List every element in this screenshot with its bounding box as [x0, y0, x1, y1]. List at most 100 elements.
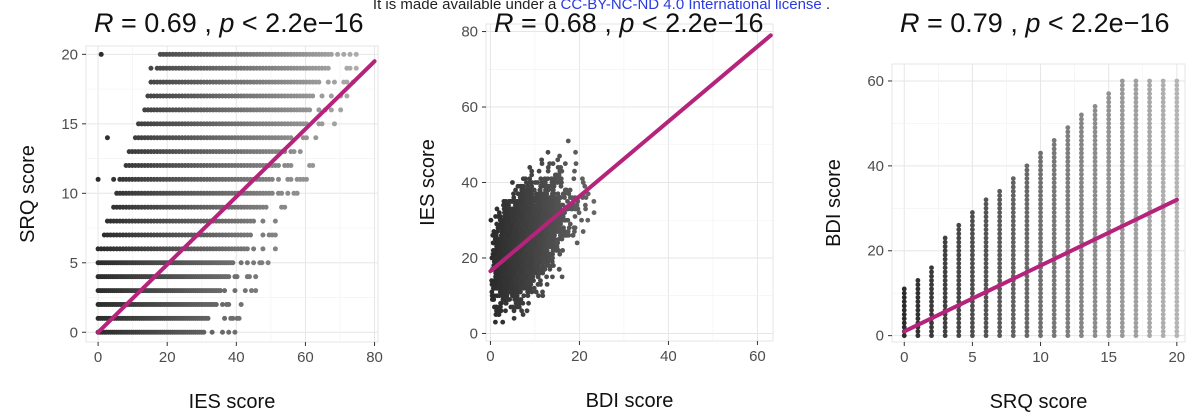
data-point — [1065, 299, 1071, 305]
data-point — [1174, 95, 1180, 101]
data-point — [489, 293, 495, 299]
data-point — [545, 240, 551, 246]
data-point — [983, 235, 989, 241]
license-link[interactable]: CC-BY-NC-ND 4.0 International license — [560, 0, 822, 13]
data-point — [1106, 265, 1112, 271]
data-point — [1010, 205, 1016, 211]
data-point — [535, 274, 541, 280]
data-point — [1119, 159, 1125, 165]
data-point — [1065, 295, 1071, 300]
data-point — [1106, 214, 1112, 220]
data-point — [1065, 163, 1071, 169]
data-point — [1106, 303, 1112, 309]
data-point — [1160, 218, 1166, 224]
data-point — [1133, 184, 1139, 190]
data-point — [567, 187, 573, 193]
data-point — [997, 235, 1003, 241]
data-point — [1092, 184, 1098, 190]
data-point — [1133, 256, 1139, 262]
data-point — [1024, 235, 1030, 241]
data-point — [1079, 188, 1084, 194]
data-point — [983, 303, 989, 309]
data-point — [983, 299, 989, 305]
data-point — [1160, 261, 1166, 266]
data-point — [493, 214, 499, 219]
data-point — [242, 288, 248, 294]
data-point — [1119, 265, 1125, 271]
data-point — [557, 153, 562, 159]
data-point — [915, 312, 921, 317]
data-point — [942, 290, 948, 296]
data-point — [552, 172, 558, 178]
data-point — [1065, 328, 1071, 334]
data-point — [288, 163, 294, 169]
data-point — [313, 135, 319, 141]
data-point — [510, 180, 515, 185]
scatter-points — [95, 51, 359, 335]
data-point — [1147, 256, 1152, 262]
x-axis-label: BDI score — [586, 390, 674, 412]
data-point — [942, 269, 948, 275]
data-point — [1119, 218, 1125, 224]
data-point — [970, 210, 975, 215]
data-point — [1106, 244, 1112, 249]
data-point — [1174, 108, 1180, 114]
data-point — [1106, 121, 1112, 126]
data-point — [1133, 201, 1139, 207]
data-point — [1092, 282, 1098, 288]
data-point — [341, 51, 347, 57]
data-point — [1106, 129, 1112, 135]
data-point — [1038, 197, 1043, 203]
x-tick-label: 40 — [228, 349, 245, 366]
data-point — [1051, 222, 1057, 228]
data-point — [1010, 222, 1016, 228]
data-point — [1038, 286, 1043, 292]
data-point — [580, 180, 586, 185]
data-point — [531, 285, 537, 291]
data-point — [1010, 235, 1016, 241]
data-point — [551, 191, 557, 197]
data-point — [1147, 104, 1152, 109]
data-point — [1065, 150, 1071, 156]
data-point — [1038, 227, 1043, 232]
data-point — [573, 206, 579, 212]
data-point — [1160, 78, 1166, 84]
data-point — [970, 222, 975, 228]
data-point — [1051, 184, 1057, 190]
data-point — [1051, 137, 1057, 143]
data-point — [527, 165, 533, 170]
data-point — [1119, 163, 1125, 169]
data-point — [956, 244, 962, 249]
data-point — [331, 79, 337, 85]
data-point — [1119, 171, 1125, 177]
data-point — [504, 281, 510, 287]
data-point — [1160, 290, 1166, 296]
data-point — [522, 281, 527, 287]
data-point — [983, 261, 989, 266]
data-point — [1147, 142, 1152, 148]
data-point — [1133, 146, 1139, 152]
data-point — [1079, 193, 1084, 198]
data-point — [1065, 235, 1071, 241]
data-point — [583, 206, 588, 212]
data-point — [1038, 154, 1043, 160]
data-point — [494, 221, 500, 227]
data-point — [1147, 295, 1152, 300]
data-point — [1119, 133, 1125, 139]
data-point — [1160, 184, 1166, 190]
data-point — [1065, 129, 1071, 135]
data-point — [591, 198, 597, 204]
data-point — [1010, 231, 1016, 237]
data-point — [1051, 150, 1057, 156]
data-point — [997, 218, 1003, 224]
data-point — [1065, 218, 1071, 224]
data-point — [1106, 146, 1112, 152]
data-point — [549, 259, 555, 265]
data-point — [997, 210, 1003, 215]
x-tick-label: 15 — [1100, 349, 1117, 366]
data-point — [1010, 197, 1016, 203]
data-point — [1133, 316, 1139, 322]
data-point — [997, 328, 1003, 334]
data-point — [316, 79, 322, 85]
data-point — [1147, 159, 1152, 165]
